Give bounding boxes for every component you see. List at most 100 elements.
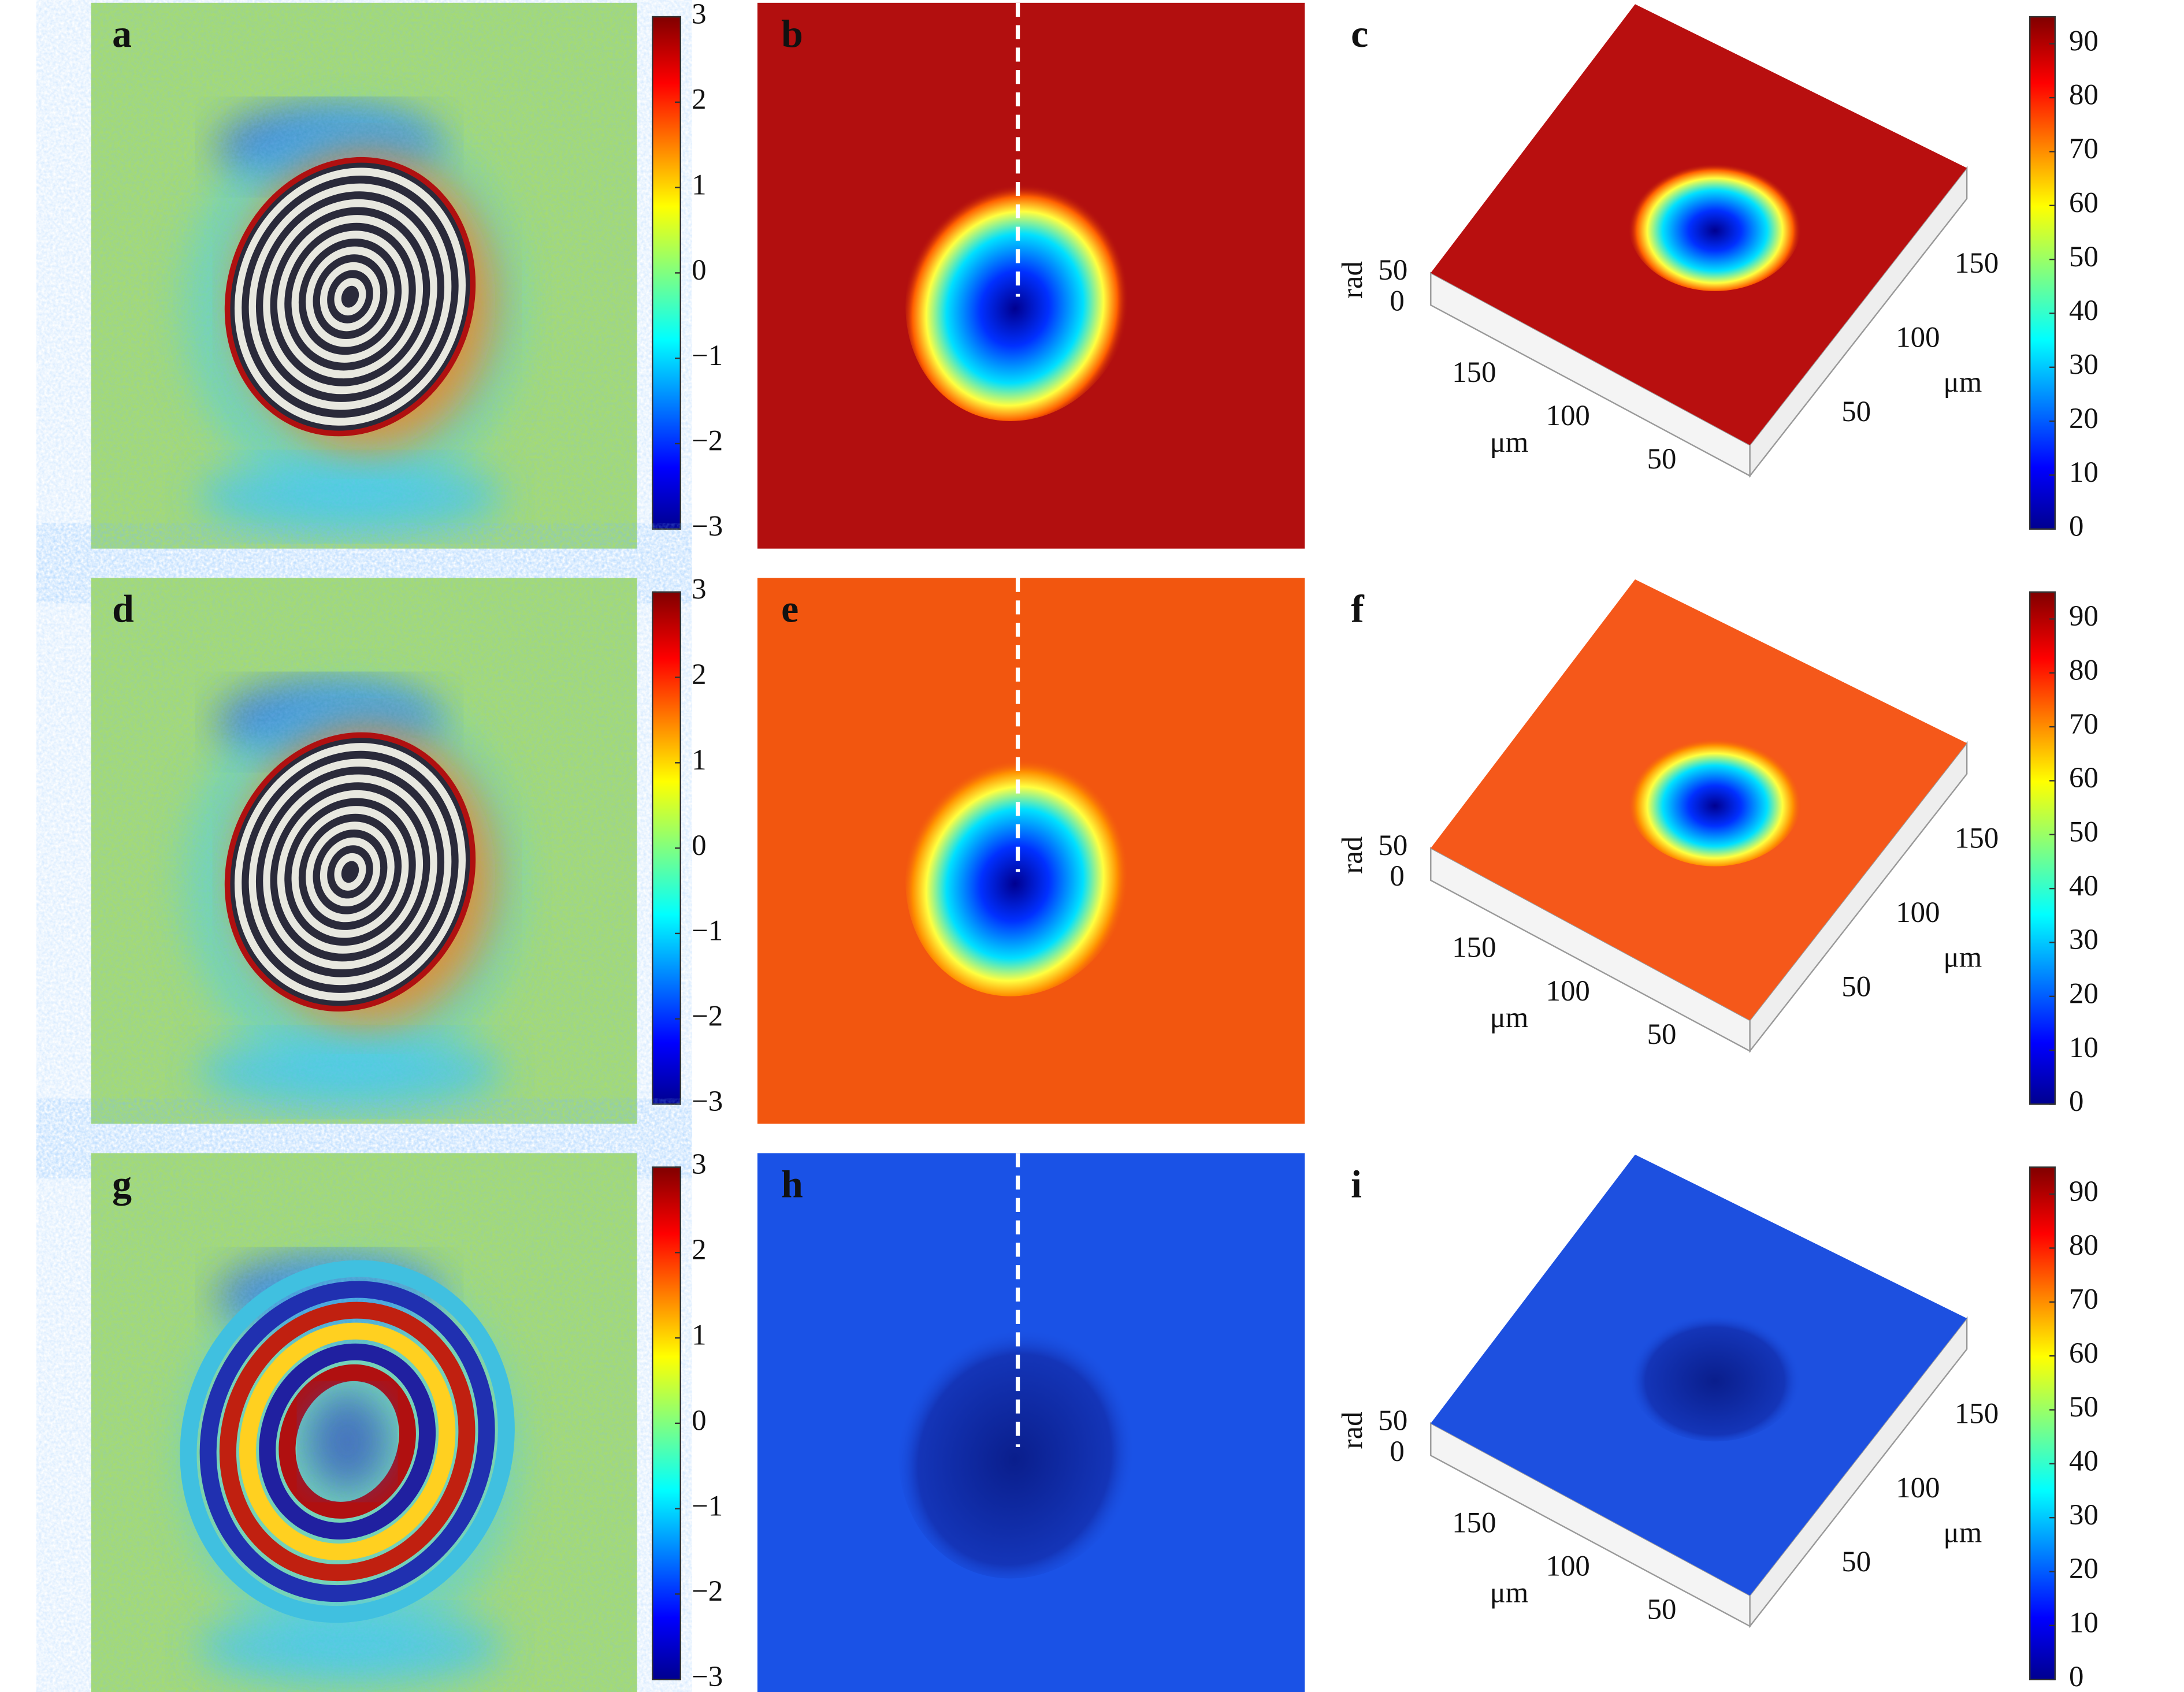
colorbar bbox=[2029, 591, 2056, 1105]
colorbar bbox=[2029, 16, 2056, 530]
x-tick-label: 150 bbox=[1452, 356, 1496, 389]
surface-side bbox=[1749, 741, 1968, 1053]
panel-label: e bbox=[781, 587, 798, 631]
colorbar-tick-label: 2 bbox=[692, 1234, 706, 1266]
fringe bbox=[259, 1343, 436, 1539]
z-tick-label: 0 bbox=[1390, 1436, 1404, 1468]
colorbar-tick-label: 20 bbox=[2069, 1553, 2098, 1585]
colorbar-tick-label: 0 bbox=[692, 254, 706, 287]
colorbar-tick-label: −1 bbox=[692, 340, 723, 372]
x-axis-label: μm bbox=[1490, 1002, 1529, 1034]
colorbar-tick-label: 1 bbox=[692, 169, 706, 201]
surface-side bbox=[1749, 1316, 1968, 1628]
x-axis-label: μm bbox=[1490, 426, 1529, 459]
colorbar-tick-label: −3 bbox=[692, 510, 723, 542]
fringe bbox=[278, 1364, 416, 1519]
y-tick-label: 100 bbox=[1896, 1472, 1940, 1504]
colorbar-tick-label: 0 bbox=[2069, 510, 2083, 542]
panel-label: h bbox=[781, 1162, 803, 1206]
colorbar-tick-label: −2 bbox=[692, 425, 723, 458]
pit bbox=[1628, 157, 1802, 291]
fringe bbox=[341, 861, 359, 883]
fringe bbox=[239, 1322, 456, 1561]
colorbar-tick-label: 1 bbox=[692, 744, 706, 776]
fringe bbox=[341, 285, 359, 308]
colorbar-tick-label: −2 bbox=[692, 1575, 723, 1608]
z-tick-label: 0 bbox=[1390, 285, 1404, 317]
panel-label: c bbox=[1351, 12, 1368, 55]
colorbar-tick-label: 0 bbox=[692, 1405, 706, 1437]
y-tick-label: 50 bbox=[1841, 396, 1871, 428]
y-tick-label: 150 bbox=[1955, 1397, 1999, 1430]
colorbar-tick-label: 20 bbox=[2069, 403, 2098, 435]
colorbar-tick-label: −3 bbox=[692, 1085, 723, 1118]
colorbar-tick-label: 30 bbox=[2069, 348, 2098, 381]
colorbar-tick-label: 10 bbox=[2069, 456, 2098, 489]
x-tick-label: 100 bbox=[1546, 400, 1590, 432]
panel-label: f bbox=[1351, 587, 1365, 631]
y-axis-label: μm bbox=[1943, 366, 1982, 399]
panel-label: g bbox=[112, 1162, 132, 1206]
z-axis-label: rad bbox=[1336, 261, 1369, 299]
colorbar-tick-label: 70 bbox=[2069, 1284, 2098, 1316]
z-axis-label: rad bbox=[1336, 836, 1369, 874]
colorbar-tick-label: 70 bbox=[2069, 133, 2098, 165]
x-tick-label: 150 bbox=[1452, 932, 1496, 964]
y-tick-label: 50 bbox=[1841, 1546, 1871, 1578]
colorbar-tick-label: 40 bbox=[2069, 295, 2098, 327]
colorbar-tick-label: 1 bbox=[692, 1319, 706, 1352]
colorbar-tick-label: 90 bbox=[2069, 25, 2098, 57]
z-tick-label: 0 bbox=[1390, 860, 1404, 893]
colorbar-tick-label: 10 bbox=[2069, 1607, 2098, 1639]
fringe bbox=[219, 1301, 476, 1582]
y-axis-label: μm bbox=[1943, 942, 1982, 974]
y-tick-label: 50 bbox=[1841, 970, 1871, 1003]
colorbar-tick-label: −1 bbox=[692, 915, 723, 947]
fringe bbox=[199, 1281, 495, 1602]
colorbar-tick-label: 50 bbox=[2069, 816, 2098, 848]
colorbar-tick-label: 3 bbox=[692, 0, 706, 31]
colorbar-tick-label: 80 bbox=[2069, 79, 2098, 111]
colorbar-tick-label: 70 bbox=[2069, 708, 2098, 741]
colorbar-tick-label: −3 bbox=[692, 1661, 723, 1692]
y-tick-label: 100 bbox=[1896, 897, 1940, 929]
colorbar-tick-label: 30 bbox=[2069, 1499, 2098, 1531]
surface-side bbox=[1749, 166, 1968, 478]
panel-label: d bbox=[112, 587, 134, 631]
colorbar-tick-label: 3 bbox=[692, 573, 706, 605]
colorbar-tick-label: 80 bbox=[2069, 1229, 2098, 1262]
x-tick-label: 100 bbox=[1546, 1550, 1590, 1582]
x-tick-label: 50 bbox=[1647, 443, 1677, 475]
colorbar-tick-label: −2 bbox=[692, 1000, 723, 1032]
y-tick-label: 150 bbox=[1955, 247, 1999, 280]
center bbox=[305, 1391, 389, 1492]
panel-label: b bbox=[781, 12, 803, 55]
colorbar-tick-label: 2 bbox=[692, 659, 706, 691]
colorbar bbox=[2029, 1166, 2056, 1680]
colorbar-tick-label: 20 bbox=[2069, 977, 2098, 1010]
x-axis-label: μm bbox=[1490, 1577, 1529, 1609]
panel-label: a bbox=[112, 12, 132, 55]
colorbar-tick-label: 3 bbox=[692, 1148, 706, 1181]
colorbar-tick-label: 50 bbox=[2069, 241, 2098, 273]
x-tick-label: 50 bbox=[1647, 1594, 1677, 1626]
x-tick-label: 150 bbox=[1452, 1507, 1496, 1539]
y-axis-label: μm bbox=[1943, 1516, 1982, 1549]
x-tick-label: 50 bbox=[1647, 1018, 1677, 1051]
colorbar-tick-label: 30 bbox=[2069, 924, 2098, 956]
colorbar-tick-label: 50 bbox=[2069, 1391, 2098, 1423]
colorbar-tick-label: 0 bbox=[692, 830, 706, 862]
colorbar-tick-label: 60 bbox=[2069, 762, 2098, 794]
x-tick-label: 100 bbox=[1546, 975, 1590, 1007]
pit bbox=[1628, 732, 1802, 867]
colorbar-tick-label: −1 bbox=[692, 1490, 723, 1522]
z-tick-label: 50 bbox=[1378, 1405, 1407, 1437]
colorbar-tick-label: 2 bbox=[692, 84, 706, 116]
interferogram bbox=[91, 2, 637, 549]
interferogram bbox=[91, 1153, 637, 1692]
z-tick-label: 50 bbox=[1378, 254, 1407, 287]
colorbar-tick-label: 60 bbox=[2069, 1337, 2098, 1370]
fringe bbox=[180, 1260, 515, 1623]
